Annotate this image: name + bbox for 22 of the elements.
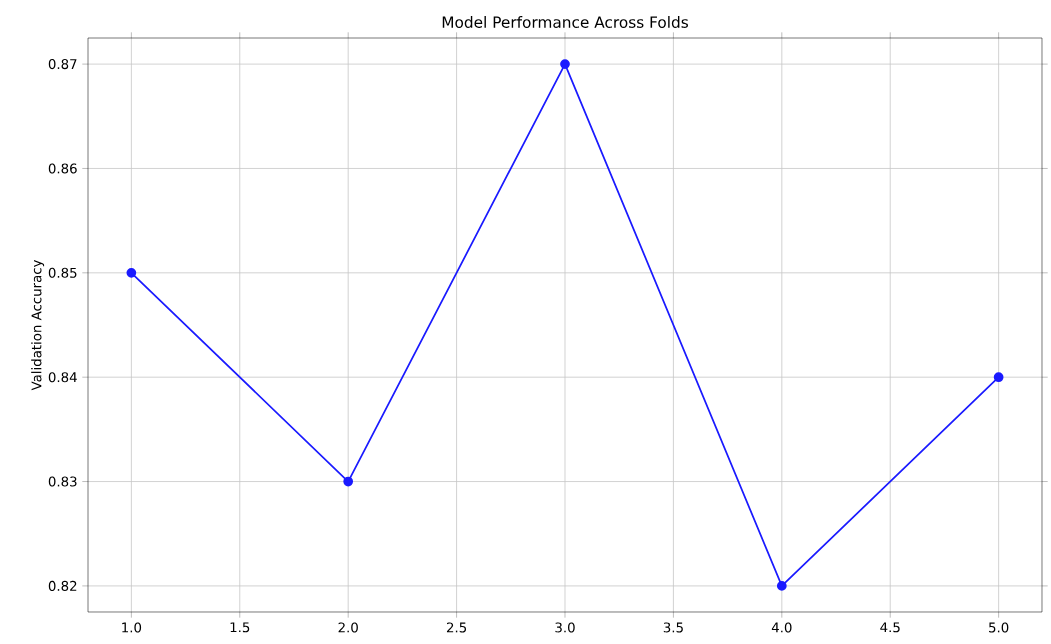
point bbox=[776, 581, 787, 591]
y-tick-label: 0.84 bbox=[48, 372, 77, 383]
point bbox=[560, 59, 570, 69]
x-tick-label: 3.0 bbox=[555, 622, 575, 633]
chart-title: Model Performance Across Folds bbox=[442, 16, 688, 28]
y-tick-label: 0.85 bbox=[48, 267, 77, 278]
y-tick-label: 0.83 bbox=[48, 476, 77, 487]
x-tick-label: 4.0 bbox=[771, 622, 792, 633]
y-axis-title: Validation Accuracy bbox=[31, 259, 45, 391]
point bbox=[126, 267, 137, 278]
x-tick-label: 3.5 bbox=[663, 622, 683, 633]
x-tick-label: 2.5 bbox=[446, 622, 467, 633]
x-tick-label: 1.5 bbox=[230, 622, 250, 633]
x-tick-label: 4.5 bbox=[880, 622, 900, 633]
x-tick-label: 2.0 bbox=[338, 622, 358, 633]
y-tick-label: 0.87 bbox=[48, 59, 77, 70]
point bbox=[993, 372, 1004, 383]
y-tick-label: 0.86 bbox=[48, 163, 77, 174]
x-tick-label: 1.0 bbox=[122, 622, 142, 633]
point bbox=[343, 476, 354, 487]
x-tick-label: 5.0 bbox=[989, 622, 1009, 633]
y-tick-label: 0.82 bbox=[48, 580, 77, 591]
